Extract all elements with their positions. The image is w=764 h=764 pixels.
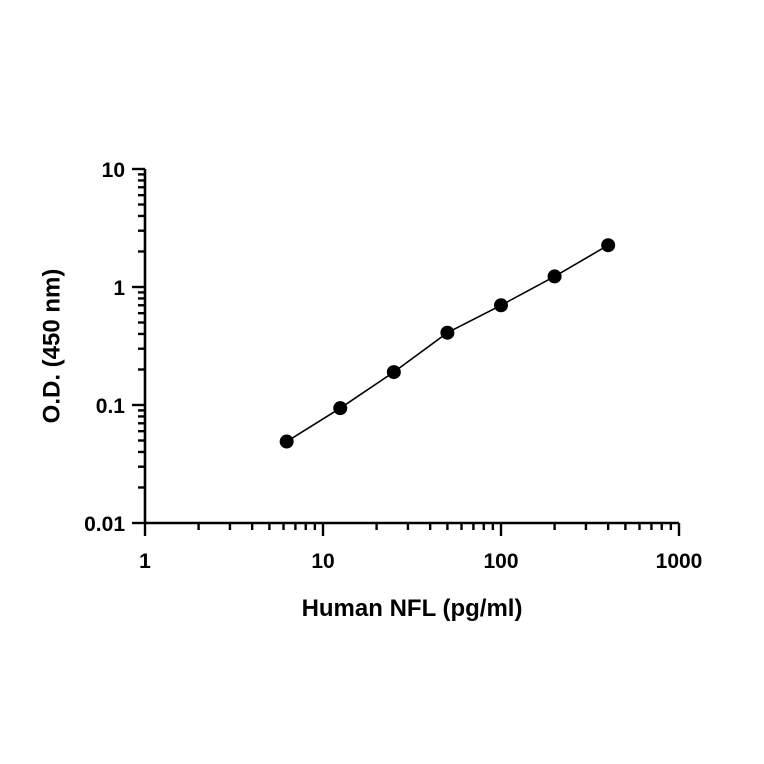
x-tick-label: 1000 [656,550,703,573]
data-point [279,434,294,449]
x-tick-label: 10 [311,550,334,573]
axis-ticks [132,167,681,536]
y-tick-label: 0.01 [84,513,125,536]
data-point [547,269,562,284]
data-point [386,365,401,380]
y-tick-label: 0.1 [96,395,126,418]
data-point [333,401,348,416]
data-point [440,325,455,340]
y-tick-label: 1 [113,277,125,300]
x-tick-label: 100 [483,550,518,573]
x-tick-label: 1 [139,550,151,573]
y-axis-title: O.D. (450 nm) [38,269,65,424]
tick-labels: 1 10 100 1000 0.01 0.1 1 10 [84,159,702,573]
y-tick-label: 10 [102,159,125,182]
data-point [601,238,616,253]
x-axis-title: Human NFL (pg/ml) [302,595,523,622]
data-point [494,298,508,313]
data-points [279,238,616,449]
